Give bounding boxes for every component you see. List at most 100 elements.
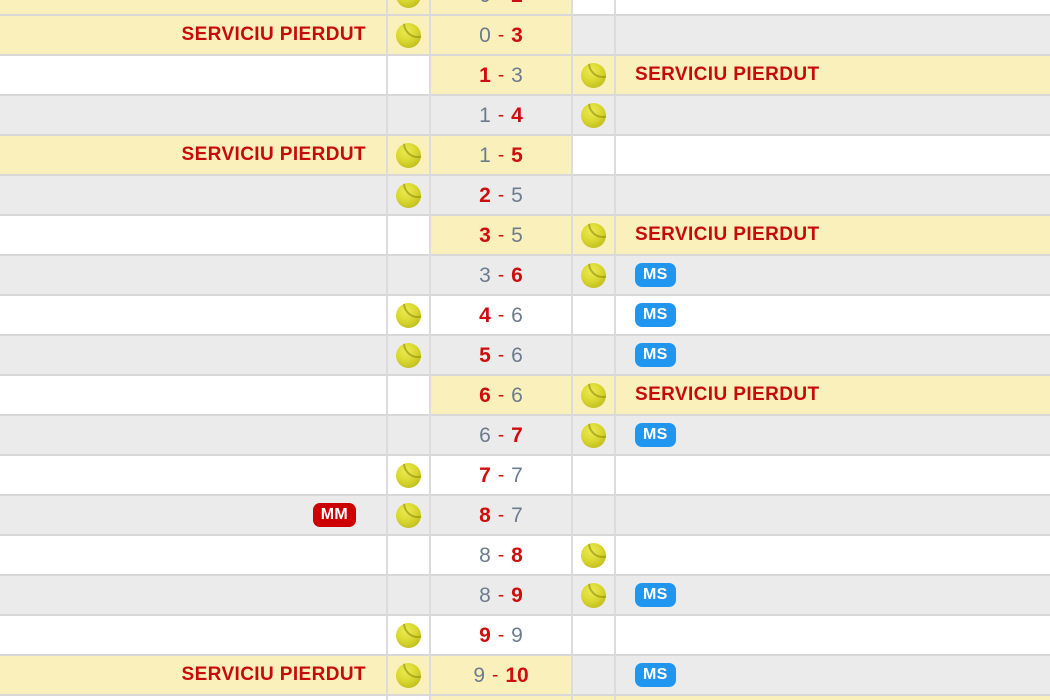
point-row: SERVICIU PIERDUT 9 - 10 MS — [0, 656, 1050, 696]
left-event-cell: SERVICIU PIERDUT — [0, 656, 388, 696]
score-cell: 0 - 2 — [431, 0, 573, 16]
right-event-cell — [616, 0, 1050, 16]
score-dash: - — [497, 384, 505, 406]
score-cell: 4 - 6 — [431, 296, 573, 336]
score-dash: - — [497, 344, 505, 366]
match-point-badge: MS — [635, 302, 676, 328]
score-cell: 1 - 4 — [431, 96, 573, 136]
tennis-ball-icon — [396, 502, 421, 528]
right-serve-cell — [573, 16, 616, 56]
score-cell: 1 - 5 — [431, 136, 573, 176]
point-row: 9 - 9 — [0, 616, 1050, 656]
left-event-cell: SERVICIU PIERDUT — [0, 16, 388, 56]
score-right: 6 — [511, 383, 523, 407]
left-serve-cell — [388, 616, 431, 656]
point-row: 8 - 9 MS — [0, 576, 1050, 616]
right-serve-cell — [573, 456, 616, 496]
right-serve-cell — [573, 216, 616, 256]
score-cell: 8 - 8 — [431, 536, 573, 576]
score-left: 8 — [479, 583, 491, 607]
score-left: 6 — [479, 383, 491, 407]
left-event-cell: SERVICIU PIERDUT — [0, 136, 388, 176]
left-serve-cell — [388, 0, 431, 16]
left-serve-cell — [388, 336, 431, 376]
tennis-ball-icon — [396, 462, 421, 488]
right-event-cell — [616, 696, 1050, 700]
point-row: 3 - 5 SERVICIU PIERDUT — [0, 216, 1050, 256]
score-cell: 6 - 6 — [431, 376, 573, 416]
score-left: 8 — [479, 503, 491, 527]
score-dash: - — [497, 144, 505, 166]
right-event-cell — [616, 456, 1050, 496]
score-left: 0 — [479, 23, 491, 47]
point-row: 6 - 6 SERVICIU PIERDUT — [0, 376, 1050, 416]
set-point-badge: MM — [312, 502, 356, 528]
score-right: 5 — [511, 223, 523, 247]
left-serve-cell — [388, 56, 431, 96]
left-serve-cell — [388, 296, 431, 336]
score-right: 8 — [511, 543, 523, 567]
right-event-cell: MS — [616, 256, 1050, 296]
score-right: 9 — [511, 623, 523, 647]
right-event-cell — [616, 616, 1050, 656]
left-serve-cell — [388, 176, 431, 216]
score-cell: - — [431, 696, 573, 700]
right-serve-cell — [573, 536, 616, 576]
right-event-cell — [616, 16, 1050, 56]
tennis-ball-icon — [396, 22, 421, 48]
score-dash: - — [492, 664, 499, 686]
score-dash: - — [497, 464, 505, 486]
score-left: 6 — [479, 423, 491, 447]
score-left: 9 — [473, 663, 485, 687]
score-dash: - — [497, 504, 505, 526]
right-serve-cell — [573, 336, 616, 376]
left-event-label: SERVICIU PIERDUT — [181, 144, 366, 165]
score-left: 7 — [479, 463, 491, 487]
left-event-cell — [0, 456, 388, 496]
score-dash: - — [497, 184, 505, 206]
score-left: 2 — [479, 183, 491, 207]
tennis-ball-icon — [396, 622, 421, 648]
tennis-ball-icon — [396, 302, 421, 328]
left-serve-cell — [388, 536, 431, 576]
left-event-cell — [0, 576, 388, 616]
score-right: 3 — [511, 23, 523, 47]
point-row: SERVICIU PIERDUT 0 - 2 — [0, 0, 1050, 16]
left-event-cell — [0, 296, 388, 336]
right-event-cell — [616, 176, 1050, 216]
tennis-ball-icon — [581, 62, 606, 88]
left-event-cell — [0, 376, 388, 416]
tennis-ball-icon — [581, 422, 606, 448]
left-event-label: SERVICIU PIERDUT — [181, 24, 366, 45]
score-right: 6 — [511, 263, 523, 287]
score-left: 4 — [479, 303, 491, 327]
score-dash: - — [497, 224, 505, 246]
left-event-cell — [0, 416, 388, 456]
left-event-cell: MM — [0, 496, 388, 536]
tennis-ball-icon — [396, 142, 421, 168]
score-right: 4 — [511, 103, 523, 127]
right-event-cell: SERVICIU PIERDUT — [616, 376, 1050, 416]
tennis-ball-icon — [396, 342, 421, 368]
score-right: 7 — [511, 503, 523, 527]
right-serve-cell — [573, 656, 616, 696]
left-event-label: SERVICIU PIERDUT — [181, 664, 366, 685]
score-left: 1 — [479, 103, 491, 127]
point-row: - — [0, 696, 1050, 700]
score-cell: 3 - 6 — [431, 256, 573, 296]
tennis-ball-icon — [581, 102, 606, 128]
right-serve-cell — [573, 576, 616, 616]
match-point-badge: MS — [635, 422, 676, 448]
tennis-ball-icon — [581, 382, 606, 408]
left-serve-cell — [388, 416, 431, 456]
score-cell: 3 - 5 — [431, 216, 573, 256]
right-serve-cell — [573, 176, 616, 216]
score-dash: - — [497, 624, 505, 646]
right-event-cell — [616, 496, 1050, 536]
point-row: MM 8 - 7 — [0, 496, 1050, 536]
tennis-ball-icon — [581, 542, 606, 568]
score-left: 0 — [479, 0, 491, 6]
point-row: 4 - 6 MS — [0, 296, 1050, 336]
match-point-badge: MS — [635, 262, 676, 288]
score-cell: 9 - 10 — [431, 656, 573, 696]
